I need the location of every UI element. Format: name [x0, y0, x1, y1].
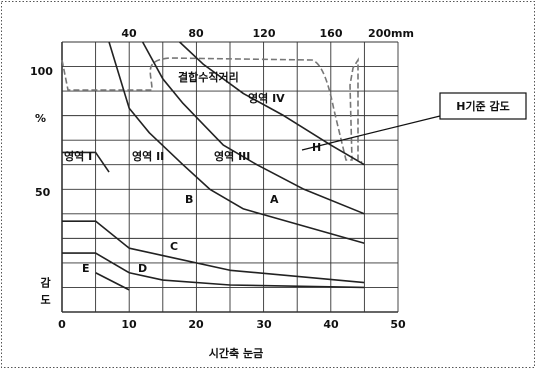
- region-3-label: 영역 III: [214, 149, 250, 163]
- coupling-distance-curve: [61, 57, 363, 163]
- curve-2: [141, 41, 365, 215]
- curves: [62, 41, 365, 291]
- x-tick-10: 10: [121, 318, 137, 331]
- top-tick-200mm: 200mm: [368, 27, 414, 40]
- y-tick-50: 50: [35, 186, 51, 199]
- curve-label-h: H: [312, 141, 321, 154]
- curve-1: [179, 41, 365, 166]
- region-4-label: 영역 IV: [248, 91, 285, 105]
- curve-3: [108, 41, 365, 245]
- curve-label-d: D: [138, 262, 147, 275]
- curve-4: [62, 220, 365, 284]
- top-tick-80: 80: [188, 27, 204, 40]
- top-tick-160: 160: [320, 27, 343, 40]
- callout-leader: [301, 115, 441, 151]
- y-tick-100: 100: [30, 65, 53, 78]
- x-axis-label: 시간축 눈금: [209, 346, 263, 360]
- region-2-label: 영역 II: [132, 149, 164, 163]
- top-tick-120: 120: [253, 27, 276, 40]
- x-tick-30: 30: [256, 318, 272, 331]
- y-tick-percent: %: [35, 112, 46, 125]
- coupling-label: 결합수직거리: [178, 70, 239, 84]
- y-axis-label: 감도: [39, 276, 52, 311]
- curve-label-a: A: [270, 193, 279, 206]
- x-tick-50: 50: [390, 318, 406, 331]
- curve-label-b: B: [185, 193, 193, 206]
- curve-label-e: E: [82, 262, 90, 275]
- x-tick-20: 20: [188, 318, 204, 331]
- callout-box: [439, 92, 527, 120]
- x-tick-0: 0: [58, 318, 66, 331]
- region-1-label: 영역 I: [64, 149, 92, 163]
- outer-border: [1, 1, 535, 368]
- callout-label: H기준 감도: [456, 99, 510, 113]
- curve-label-c: C: [170, 240, 178, 253]
- curve-6: [95, 272, 130, 291]
- curve-5: [62, 252, 365, 289]
- top-tick-40: 40: [121, 27, 137, 40]
- x-tick-40: 40: [323, 318, 339, 331]
- curve-7: [62, 151, 110, 173]
